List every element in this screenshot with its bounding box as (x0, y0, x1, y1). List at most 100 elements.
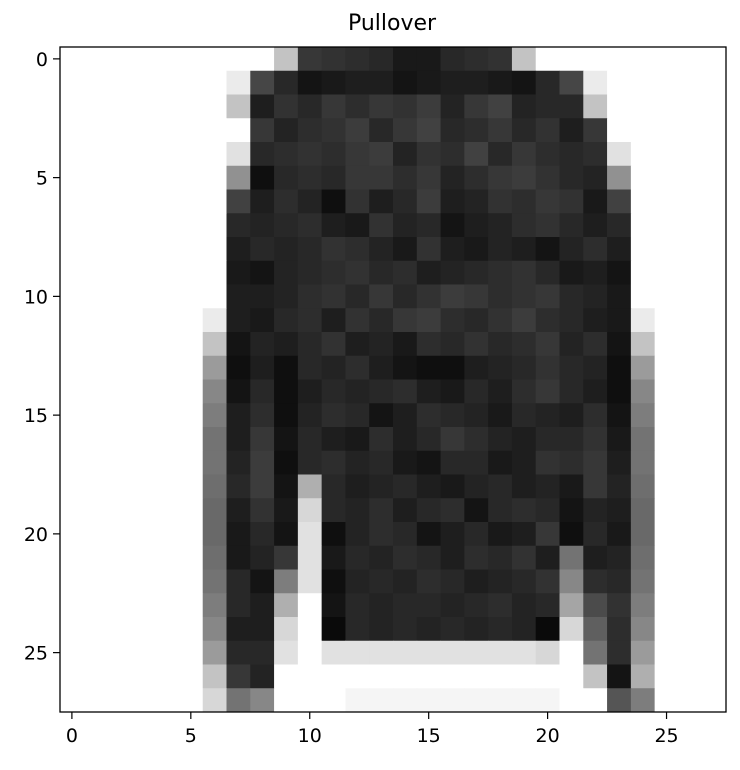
pixel-cell (274, 379, 299, 404)
pixel-cell (678, 213, 703, 238)
pixel-cell (583, 688, 608, 713)
pixel-cell (226, 427, 251, 452)
pixel-cell (107, 664, 132, 689)
pixel-cell (654, 237, 679, 262)
pixel-cell (488, 70, 513, 95)
pixel-cell (83, 94, 108, 119)
pixel-cell (345, 450, 370, 475)
pixel-cell (559, 664, 584, 689)
pixel-cell (178, 522, 204, 547)
pixel-cell (369, 427, 394, 452)
pixel-cell (178, 260, 204, 285)
pixel-cell (488, 332, 513, 357)
pixel-cell (83, 284, 108, 309)
pixel-cell (178, 617, 204, 642)
pixel-cell (131, 70, 156, 95)
pixel-cell (488, 640, 513, 665)
pixel-cell (202, 664, 227, 689)
pixel-cell (155, 545, 180, 570)
pixel-cell (226, 260, 251, 285)
pixel-cell (60, 617, 85, 642)
pixel-cell (654, 332, 679, 357)
pixel-cell (440, 355, 465, 380)
pixel-cell (274, 664, 299, 689)
pixel-cell (226, 47, 251, 72)
pixel-cell (559, 118, 584, 143)
pixel-cell (107, 332, 132, 357)
pixel-cell (321, 403, 346, 428)
pixel-cell (178, 94, 204, 119)
pixel-cell (702, 118, 727, 143)
pixel-cell (583, 498, 608, 523)
pixel-cell (416, 284, 441, 309)
pixel-cell (60, 94, 85, 119)
pixel-cell (131, 308, 156, 333)
pixel-cell (60, 688, 85, 713)
pixel-cell (630, 545, 656, 570)
pixel-cell (416, 664, 441, 689)
pixel-cell (321, 284, 346, 309)
pixel-cell (393, 450, 418, 475)
pixel-cell (559, 379, 584, 404)
pixel-cell (321, 165, 346, 190)
pixel-cell (369, 165, 394, 190)
pixel-cell (155, 498, 180, 523)
pixel-cell (321, 332, 346, 357)
pixel-cell (83, 260, 108, 285)
pixel-cell (702, 617, 727, 642)
pixel-cell (535, 47, 560, 72)
chart-title: Pullover (348, 11, 437, 36)
pixel-cell (654, 189, 679, 214)
pixel-cell (654, 593, 679, 618)
pixel-cell (297, 427, 323, 452)
pixel-cell (274, 284, 299, 309)
pixel-cell (488, 260, 513, 285)
x-tick-label: 20 (536, 725, 560, 747)
pixel-cell (416, 47, 441, 72)
pixel-cell (297, 379, 323, 404)
pixel-cell (321, 47, 346, 72)
pixel-cell (107, 142, 132, 167)
pixel-cell (60, 474, 85, 499)
pixel-cell (369, 688, 394, 713)
pixel-cell (131, 474, 156, 499)
pixel-cell (250, 450, 275, 475)
pixel-cell (83, 237, 108, 262)
pixel-cell (488, 427, 513, 452)
pixel-cell (488, 379, 513, 404)
pixel-cell (297, 474, 323, 499)
pixel-cell (250, 664, 275, 689)
pixel-cell (464, 355, 489, 380)
pixel-cell (583, 474, 608, 499)
pixel-cell (678, 379, 703, 404)
pixel-cell (416, 498, 441, 523)
pixel-cell (274, 142, 299, 167)
pixel-cell (440, 569, 465, 594)
axis-ticks: 0 5 10 15 20 25 0 5 10 15 20 25 (24, 49, 679, 747)
pixel-cell (440, 640, 465, 665)
pixel-cell (535, 593, 560, 618)
pixel-cell (607, 593, 632, 618)
pixel-cell (678, 237, 703, 262)
pixel-cell (131, 617, 156, 642)
pixel-cell (107, 545, 132, 570)
pixel-cell (440, 522, 465, 547)
pixel-cell (369, 640, 394, 665)
pixel-cell (678, 450, 703, 475)
pixel-cell (607, 118, 632, 143)
pixel-cell (440, 617, 465, 642)
pixel-cell (226, 189, 251, 214)
pixel-cell (155, 427, 180, 452)
pixel-cell (274, 545, 299, 570)
pixel-cell (535, 165, 560, 190)
pixel-cell (297, 593, 323, 618)
pixel-cell (607, 688, 632, 713)
pixel-cell (535, 379, 560, 404)
pixel-cell (321, 308, 346, 333)
pixel-cell (511, 284, 537, 309)
pixel-cell (464, 522, 489, 547)
pixel-cell (488, 94, 513, 119)
pixel-cell (630, 403, 656, 428)
pixel-cell (393, 617, 418, 642)
pixel-cell (511, 545, 537, 570)
